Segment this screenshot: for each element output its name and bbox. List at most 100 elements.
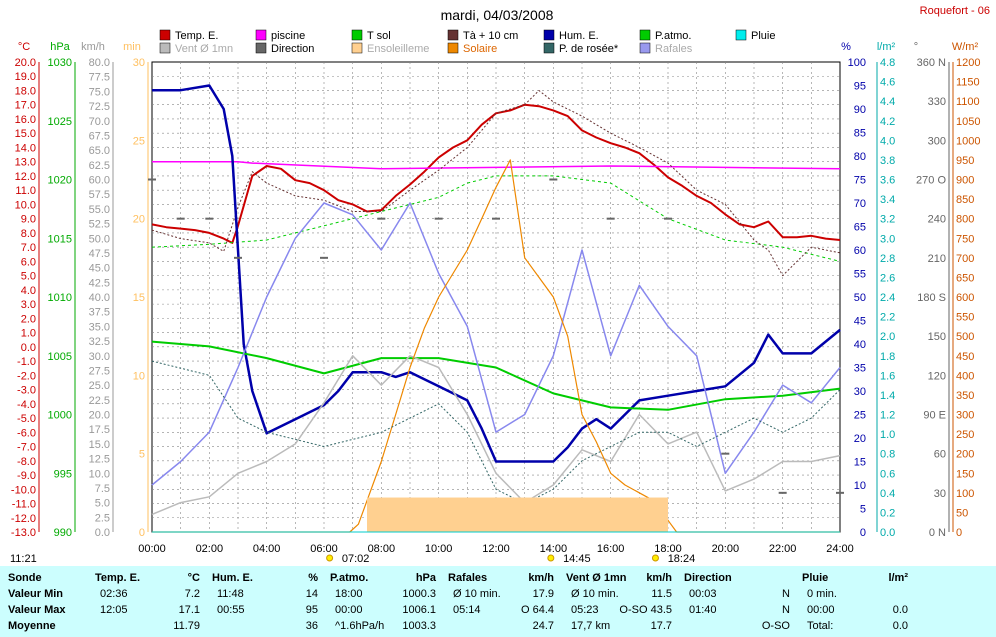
temp-tick-label: -11.0 — [12, 499, 36, 511]
legend-label: Rafales — [655, 43, 693, 55]
stats-cell-value: 0.0 — [892, 620, 908, 632]
sun-axis-unit: min — [123, 41, 141, 53]
time-tick-label: 24:00 — [826, 543, 854, 555]
legend-swatch — [447, 42, 459, 54]
stats-cell-left: Ø 10 min. — [453, 588, 501, 600]
stats-row-label: Valeur Max — [8, 604, 66, 616]
stats-header-label: Direction — [684, 572, 732, 584]
temp-tick-label: -5.0 — [17, 413, 36, 425]
stats-header-unit: hPa — [415, 572, 436, 584]
marker-sunrise-sun-icon — [326, 554, 334, 562]
legend-label: Temp. E. — [175, 30, 218, 42]
wind-tick-label: 75.0 — [89, 86, 110, 98]
wind-tick-label: 42.5 — [89, 277, 110, 289]
temp-tick-label: -2.0 — [17, 370, 36, 382]
hum-tick-label: 80 — [854, 151, 866, 163]
time-tick-label: 12:00 — [482, 543, 510, 555]
stats-cell-left: 00:00 — [807, 604, 835, 616]
pressure-tick-label: 995 — [54, 468, 72, 480]
stats-header-unit: l/m² — [888, 572, 908, 584]
series-solaire — [152, 159, 840, 533]
wind-tick-label: 5.0 — [95, 498, 110, 510]
wind-tick-label: 7.5 — [95, 483, 110, 495]
direction-point — [549, 178, 558, 181]
rain-tick-label: 2.2 — [880, 312, 895, 324]
pressure-tick-label: 1015 — [48, 233, 72, 245]
dir-tick-label: 150 — [928, 331, 946, 343]
temp-tick-label: 0.0 — [21, 342, 36, 354]
stats-header-label: Hum. E. — [212, 572, 253, 584]
temp-tick-label: 13.0 — [15, 157, 36, 169]
time-tick-label: 20:00 — [712, 543, 740, 555]
rain-tick-label: 2.8 — [880, 253, 895, 265]
temp-tick-label: 9.0 — [21, 214, 36, 226]
solar-tick-label: 800 — [956, 214, 974, 226]
stats-header-unit: km/h — [528, 572, 554, 584]
time-tick-label: 14:00 — [540, 543, 568, 555]
time-tick-label: 16:00 — [597, 543, 625, 555]
marker-mid: 14:45 — [563, 553, 591, 565]
wind-tick-label: 10.0 — [89, 468, 110, 480]
wind-tick-label: 77.5 — [89, 72, 110, 84]
pressure-axis-unit: hPa — [50, 41, 70, 53]
dir-tick-label: 300 — [928, 135, 946, 147]
solar-tick-label: 1000 — [956, 135, 980, 147]
stats-cell-value: 36 — [305, 620, 318, 632]
series-temp-e- — [151, 103, 841, 244]
rain-tick-label: 0.4 — [880, 488, 895, 500]
series-hum-e- — [152, 84, 841, 463]
rain-tick-label: 2.6 — [880, 272, 895, 284]
rain-tick-label: 0.8 — [880, 449, 895, 461]
stats-header-label: Sonde — [8, 572, 42, 584]
sun-tick-label: 15 — [133, 292, 145, 304]
temp-tick-label: -12.0 — [11, 513, 36, 525]
stats-cell-left: 00:03 — [689, 588, 717, 600]
legend-swatch — [159, 29, 171, 41]
wind-tick-label: 32.5 — [89, 336, 110, 348]
solar-tick-label: 300 — [956, 410, 974, 422]
rain-tick-label: 4.0 — [880, 135, 895, 147]
series-p-de-ros-e- — [151, 360, 841, 504]
legend-swatch — [159, 42, 171, 54]
time-tick-label: 02:00 — [196, 543, 224, 555]
stats-cell-left: 12:05 — [100, 604, 128, 616]
stats-cell-left: 00:00 — [335, 604, 363, 616]
hum-tick-label: 35 — [854, 363, 866, 375]
legend-swatch — [639, 29, 651, 41]
direction-point — [721, 452, 730, 455]
temp-tick-label: 4.0 — [21, 285, 36, 297]
stats-cell-value: N — [782, 588, 790, 600]
rain-tick-label: 3.6 — [880, 175, 895, 187]
stats-cell-left: ^1.6hPa/h — [335, 620, 385, 632]
legend-label: Ensoleilleme — [367, 43, 429, 55]
legend-label: Solaire — [463, 43, 497, 55]
pressure-tick-label: 990 — [54, 527, 72, 539]
dir-tick-label: 360 N — [917, 57, 946, 69]
time-tick-label: 18:00 — [654, 543, 682, 555]
dir-tick-label: 0 N — [929, 527, 946, 539]
dir-tick-label: 30 — [934, 488, 946, 500]
stats-cell-left: Total: — [807, 620, 834, 632]
direction-point — [492, 217, 500, 220]
rain-tick-label: 1.6 — [880, 370, 895, 382]
stats-row-label: Valeur Min — [8, 588, 64, 600]
hum-tick-label: 75 — [854, 175, 866, 187]
wind-tick-label: 62.5 — [89, 160, 110, 172]
rain-tick-label: 0.2 — [880, 507, 895, 519]
sun-tick-label: 25 — [133, 135, 145, 147]
rain-tick-label: 3.2 — [880, 214, 895, 226]
pressure-tick-label: 1000 — [48, 410, 72, 422]
stats-cell-left: 05:14 — [453, 604, 481, 616]
solar-tick-label: 400 — [956, 370, 974, 382]
stats-cell-value: O-SO — [761, 620, 790, 632]
time-tick-label: 06:00 — [310, 543, 338, 555]
dir-tick-label: 90 E — [923, 410, 946, 422]
rain-tick-label: 1.0 — [880, 429, 895, 441]
chart-title: mardi, 04/03/2008 — [441, 7, 554, 23]
rain-axis-unit: l/m² — [877, 41, 896, 53]
temp-tick-label: 2.0 — [21, 313, 36, 325]
solar-tick-label: 50 — [956, 507, 968, 519]
legend-label: piscine — [271, 30, 305, 42]
stats-cell-value: 17.7 — [650, 620, 672, 632]
direction-point — [778, 491, 787, 494]
